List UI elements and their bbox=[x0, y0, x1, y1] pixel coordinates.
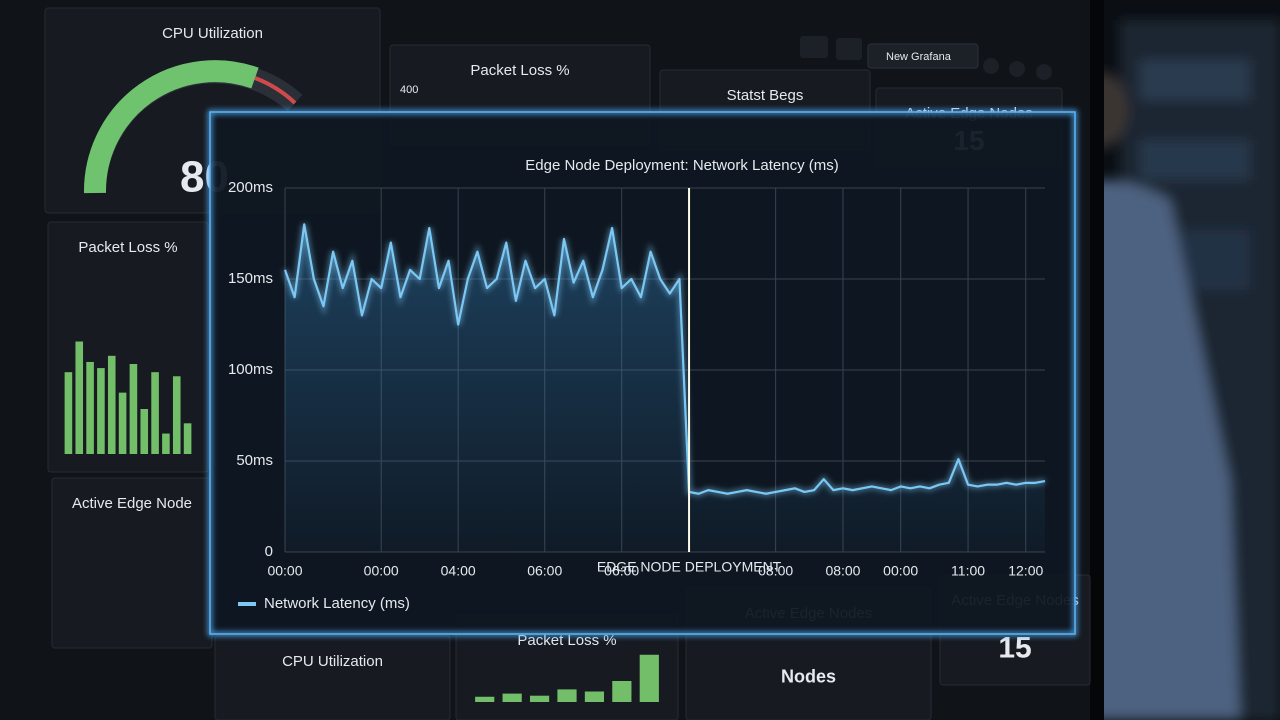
panel-bar bbox=[475, 696, 495, 702]
panel-bar bbox=[140, 409, 149, 454]
panel-value: Nodes bbox=[781, 667, 836, 687]
chart: 0 50ms 100ms 150ms 200ms 00:00 00:00 04:00 06:00… bbox=[228, 179, 1046, 612]
y-tick-label: 200ms bbox=[228, 179, 273, 196]
legend-label: Network Latency (ms) bbox=[264, 595, 410, 612]
y-tick-label: 0 bbox=[265, 543, 273, 560]
chart-border bbox=[209, 111, 1076, 635]
panel-title: Packet Loss % bbox=[517, 632, 616, 649]
new-button[interactable] bbox=[867, 43, 979, 69]
gauge-threshold bbox=[254, 76, 297, 105]
panel-bar bbox=[86, 361, 94, 454]
panel-bar bbox=[172, 376, 181, 454]
toolbar-icon[interactable] bbox=[836, 38, 862, 60]
x-tick-label: 08:00 bbox=[825, 563, 860, 579]
panel-bar bbox=[107, 355, 116, 454]
panel-bar bbox=[75, 341, 84, 454]
panel-bar bbox=[151, 372, 159, 454]
y-tick-label: 100ms bbox=[228, 361, 273, 378]
series-line bbox=[283, 223, 1046, 495]
panel-bar bbox=[97, 368, 105, 454]
x-tick-label: 06:00 bbox=[527, 563, 562, 579]
gauge-arc bbox=[83, 60, 259, 194]
x-tick-label: 00:00 bbox=[267, 563, 302, 579]
chart-title: Edge Node Deployment: Network Latency (m… bbox=[525, 157, 838, 174]
panel-bar bbox=[183, 423, 192, 454]
panel-title: Packet Loss % bbox=[78, 239, 177, 256]
panel-bar bbox=[502, 693, 522, 702]
panel bbox=[214, 635, 451, 720]
x-tick-label: 00:00 bbox=[364, 563, 399, 579]
panel-title: CPU Utilization bbox=[282, 653, 383, 670]
user-icon[interactable] bbox=[1036, 64, 1052, 80]
new-button-label[interactable]: New Grafana bbox=[886, 51, 952, 63]
x-tick-label: 06:00 bbox=[604, 563, 639, 579]
panel-title: Packet Loss % bbox=[470, 62, 569, 79]
panel-bar bbox=[557, 689, 577, 702]
x-tick-label: 08:00 bbox=[758, 563, 793, 579]
panel-bar bbox=[64, 372, 73, 454]
x-tick-label: 04:00 bbox=[441, 563, 476, 579]
panel-title: Statst Begs bbox=[727, 87, 804, 104]
panel-bar bbox=[118, 392, 127, 454]
series-area bbox=[285, 224, 1045, 552]
annotation-label: EDGE NODE DEPLOYMENT bbox=[597, 559, 782, 575]
toolbar-icon[interactable] bbox=[800, 36, 828, 58]
panel-title: Active Edge Node bbox=[72, 495, 192, 512]
x-tick-label: 11:00 bbox=[951, 563, 985, 579]
panel-bar bbox=[584, 691, 605, 702]
panel-axis-label: 400 bbox=[400, 84, 418, 96]
x-tick-label: 12:00 bbox=[1008, 563, 1043, 579]
panel-value: 15 bbox=[998, 632, 1031, 665]
y-tick-label: 50ms bbox=[236, 452, 273, 469]
panel-bar bbox=[612, 681, 632, 702]
search-icon[interactable] bbox=[983, 58, 999, 74]
panel-bar bbox=[639, 654, 659, 702]
panel-bar bbox=[529, 695, 550, 702]
y-tick-label: 150ms bbox=[228, 270, 273, 287]
panel-title: CPU Utilization bbox=[162, 25, 263, 42]
x-tick-label: 00:00 bbox=[883, 563, 918, 579]
panel-bar bbox=[129, 364, 138, 454]
toolbar: New Grafana bbox=[800, 36, 1052, 80]
monitor-bezel bbox=[1090, 0, 1104, 720]
panel-bar bbox=[162, 433, 170, 454]
help-icon[interactable] bbox=[1009, 61, 1025, 77]
server-room bbox=[900, 0, 1280, 720]
